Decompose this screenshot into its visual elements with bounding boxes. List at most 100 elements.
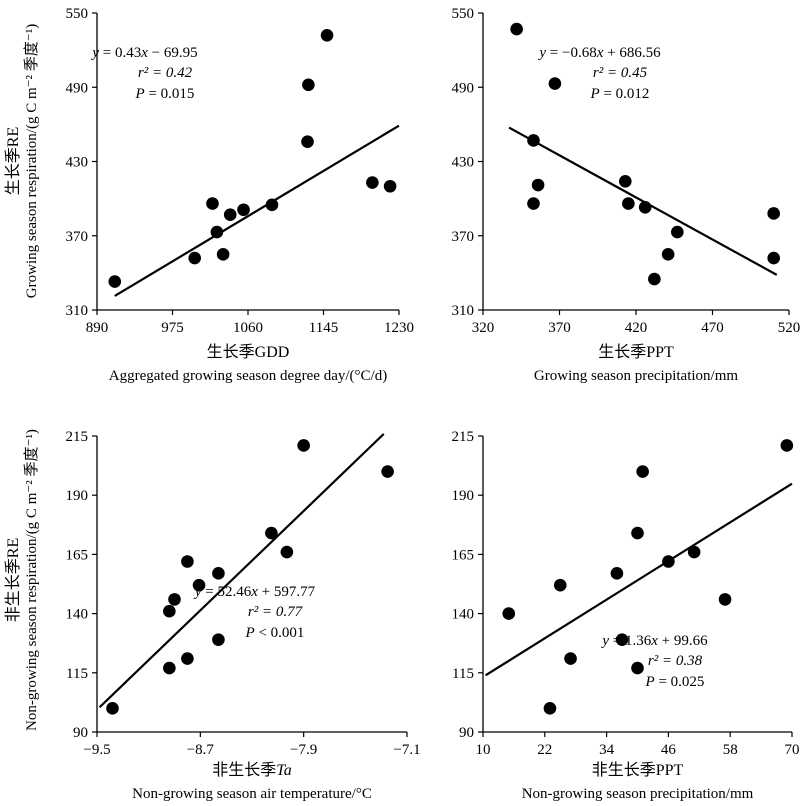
p-value: P = 0.015 [135, 86, 195, 102]
panel-1: 310 370 430 490 550 890 975 1060 1145 1230 y = 0.4… [66, 6, 415, 384]
regression-line [484, 482, 793, 677]
data-point [265, 526, 278, 540]
data-point [302, 78, 315, 92]
data-point [265, 198, 279, 212]
x-tick-label: 470 [701, 320, 724, 336]
x-tick-label: −8.7 [187, 742, 215, 758]
y-tick-label: 430 [66, 155, 89, 171]
x-label-en: Aggregated growing season degree day/(°C… [109, 368, 387, 384]
x-tick-label: 46 [661, 742, 677, 758]
data-point [780, 439, 794, 452]
y-tick-label: 215 [66, 429, 89, 445]
x-label-en: Non-growing season air temperature/°C [132, 786, 372, 802]
data-point [618, 175, 632, 188]
regression-line [98, 433, 385, 709]
data-point [163, 604, 176, 618]
data-point [192, 578, 206, 592]
data-point [510, 22, 523, 36]
x-tick-label: 320 [472, 320, 495, 336]
data-point [638, 200, 652, 214]
panel-2: 310 370 430 490 550 320 370 420 470 520 y = −0.68x… [452, 6, 800, 384]
data-point [527, 197, 540, 210]
data-point [527, 134, 540, 147]
data-point [631, 661, 644, 675]
data-point [297, 439, 310, 452]
x-label-en: Growing season precipitation/mm [534, 368, 738, 384]
x-tick-label: 520 [778, 320, 800, 336]
x-label-en: Non-growing season precipitation/mm [522, 786, 754, 802]
regression-line [114, 124, 400, 297]
y-tick-label: 90 [459, 725, 474, 741]
y-tick-label: 310 [66, 303, 89, 319]
r-squared: r² = 0.45 [593, 65, 648, 81]
y-tick-label: 90 [73, 725, 88, 741]
x-tick-label: 22 [537, 742, 552, 758]
data-point [687, 545, 701, 559]
data-point [212, 633, 225, 646]
data-point [718, 593, 732, 606]
panel-3: 90 115 140 165 190 215 −9.5 −8.7 −7.9 −7.1 y = 52.… [66, 429, 421, 802]
data-point [106, 702, 119, 715]
data-point [181, 555, 194, 568]
y-tick-label: 310 [452, 303, 475, 319]
data-point [366, 176, 379, 189]
data-point [383, 179, 397, 193]
data-point [548, 77, 562, 90]
data-point [168, 593, 181, 606]
r-squared: r² = 0.42 [138, 65, 193, 81]
data-point [648, 272, 661, 286]
data-point [767, 251, 780, 265]
y-label-bottom-en: Non-growing season respiration/(g C m⁻² … [23, 429, 40, 731]
y-tick-label: 550 [452, 6, 475, 22]
y-tick-label: 430 [452, 155, 475, 171]
data-point [767, 207, 780, 220]
regression-line [508, 126, 778, 276]
data-point [320, 28, 334, 42]
x-tick-label: 70 [785, 742, 800, 758]
x-tick-label: −7.1 [393, 742, 420, 758]
x-tick-label: 58 [723, 742, 738, 758]
y-tick-label: 550 [66, 6, 89, 22]
data-point [636, 465, 649, 478]
data-point [622, 197, 635, 210]
x-tick-label: −7.9 [290, 742, 317, 758]
data-point [188, 251, 202, 265]
y-label-top-cn: 生长季RE [4, 127, 22, 195]
x-tick-label: 10 [476, 742, 491, 758]
r-squared: r² = 0.77 [248, 604, 304, 620]
data-point [502, 607, 516, 620]
data-point [163, 661, 176, 675]
data-point [610, 567, 624, 580]
data-point [661, 248, 675, 261]
x-label-cn: 生长季PPT [598, 343, 674, 361]
data-point [301, 135, 314, 148]
x-tick-label: 420 [625, 320, 648, 336]
y-tick-label: 490 [452, 80, 475, 96]
x-label-cn: 非生长季PPT [592, 761, 684, 779]
regression-equation: y = 1.36x + 99.66 [600, 633, 708, 649]
data-point [553, 578, 567, 592]
r-squared: r² = 0.38 [648, 653, 703, 669]
y-label-top: 生长季RE Growing season respiration/(g C m⁻… [4, 24, 40, 298]
regression-equation: y = −0.68x + 686.56 [537, 45, 661, 61]
data-point [210, 225, 224, 239]
x-tick-label: −9.5 [83, 742, 110, 758]
y-tick-label: 165 [66, 547, 89, 563]
x-tick-label: 890 [86, 320, 109, 336]
y-label-bottom: 非生长季RE Non-growing season respiration/(g… [4, 429, 40, 731]
y-tick-label: 370 [452, 229, 475, 245]
data-point [543, 702, 557, 715]
x-label-cn: 生长季GDD [207, 343, 290, 361]
y-tick-label: 140 [452, 607, 475, 623]
x-label-cn: 非生长季Ta [212, 761, 291, 779]
y-tick-label: 140 [66, 607, 89, 623]
data-point [531, 178, 545, 192]
y-tick-label: 215 [452, 429, 475, 445]
data-point [671, 225, 684, 239]
data-point [181, 652, 194, 665]
panel-4: 90 115 140 165 190 215 10 22 34 46 58 70 y = 1.36x +… [452, 429, 800, 802]
data-point [223, 208, 237, 222]
data-point [216, 248, 230, 261]
data-point [280, 545, 294, 559]
